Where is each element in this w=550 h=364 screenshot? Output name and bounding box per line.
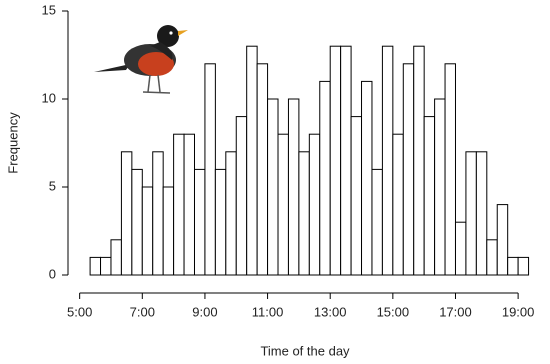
bar	[517, 256, 530, 276]
bar	[89, 256, 102, 276]
x-tick-label: 11:00	[252, 304, 284, 319]
bar	[193, 168, 206, 276]
bar	[507, 256, 519, 276]
bar	[235, 116, 248, 276]
bar	[204, 63, 216, 276]
bar	[246, 45, 258, 276]
x-tick-label: 19:00	[502, 304, 535, 319]
y-tick-label: 10	[42, 90, 56, 105]
bar	[340, 45, 352, 276]
bird-illustration	[94, 25, 188, 94]
bar	[371, 168, 383, 276]
bar	[361, 80, 373, 276]
bar	[444, 63, 456, 276]
x-tick-label: 9:00	[192, 304, 217, 319]
bar	[434, 98, 446, 276]
bar	[141, 186, 154, 276]
bar	[131, 168, 143, 276]
y-tick-label: 5	[49, 178, 56, 193]
bar	[486, 239, 498, 276]
x-tick-label: 5:00	[67, 304, 92, 319]
y-tick-label: 15	[42, 2, 56, 17]
bar	[319, 80, 331, 276]
x-tick-label: 17:00	[439, 304, 472, 319]
bar	[475, 151, 488, 276]
bar	[225, 151, 237, 276]
bar	[308, 133, 321, 276]
bar	[392, 133, 404, 276]
y-tick-label: 0	[49, 266, 56, 281]
bar	[496, 204, 509, 276]
bar	[267, 98, 279, 276]
bar	[287, 98, 300, 276]
bar	[256, 63, 269, 276]
bar	[214, 168, 227, 276]
bar	[110, 239, 122, 276]
bar	[350, 116, 363, 276]
bar	[152, 151, 164, 276]
bar	[454, 221, 467, 276]
x-axis-title: Time of the day	[260, 343, 350, 358]
x-tick-label: 7:00	[130, 304, 155, 319]
bar	[277, 133, 289, 276]
bar	[423, 116, 436, 276]
bar	[298, 151, 310, 276]
bar	[100, 256, 112, 276]
bar	[173, 133, 185, 276]
bar	[413, 45, 425, 276]
bar	[381, 45, 394, 276]
bar	[162, 186, 175, 276]
x-tick-label: 15:00	[377, 304, 410, 319]
bar	[402, 63, 415, 276]
y-axis-title: Frequency	[5, 112, 20, 174]
bar	[183, 133, 195, 276]
bar	[329, 45, 342, 276]
bar	[465, 151, 477, 276]
x-tick-label: 13:00	[314, 304, 347, 319]
bar	[120, 151, 133, 276]
